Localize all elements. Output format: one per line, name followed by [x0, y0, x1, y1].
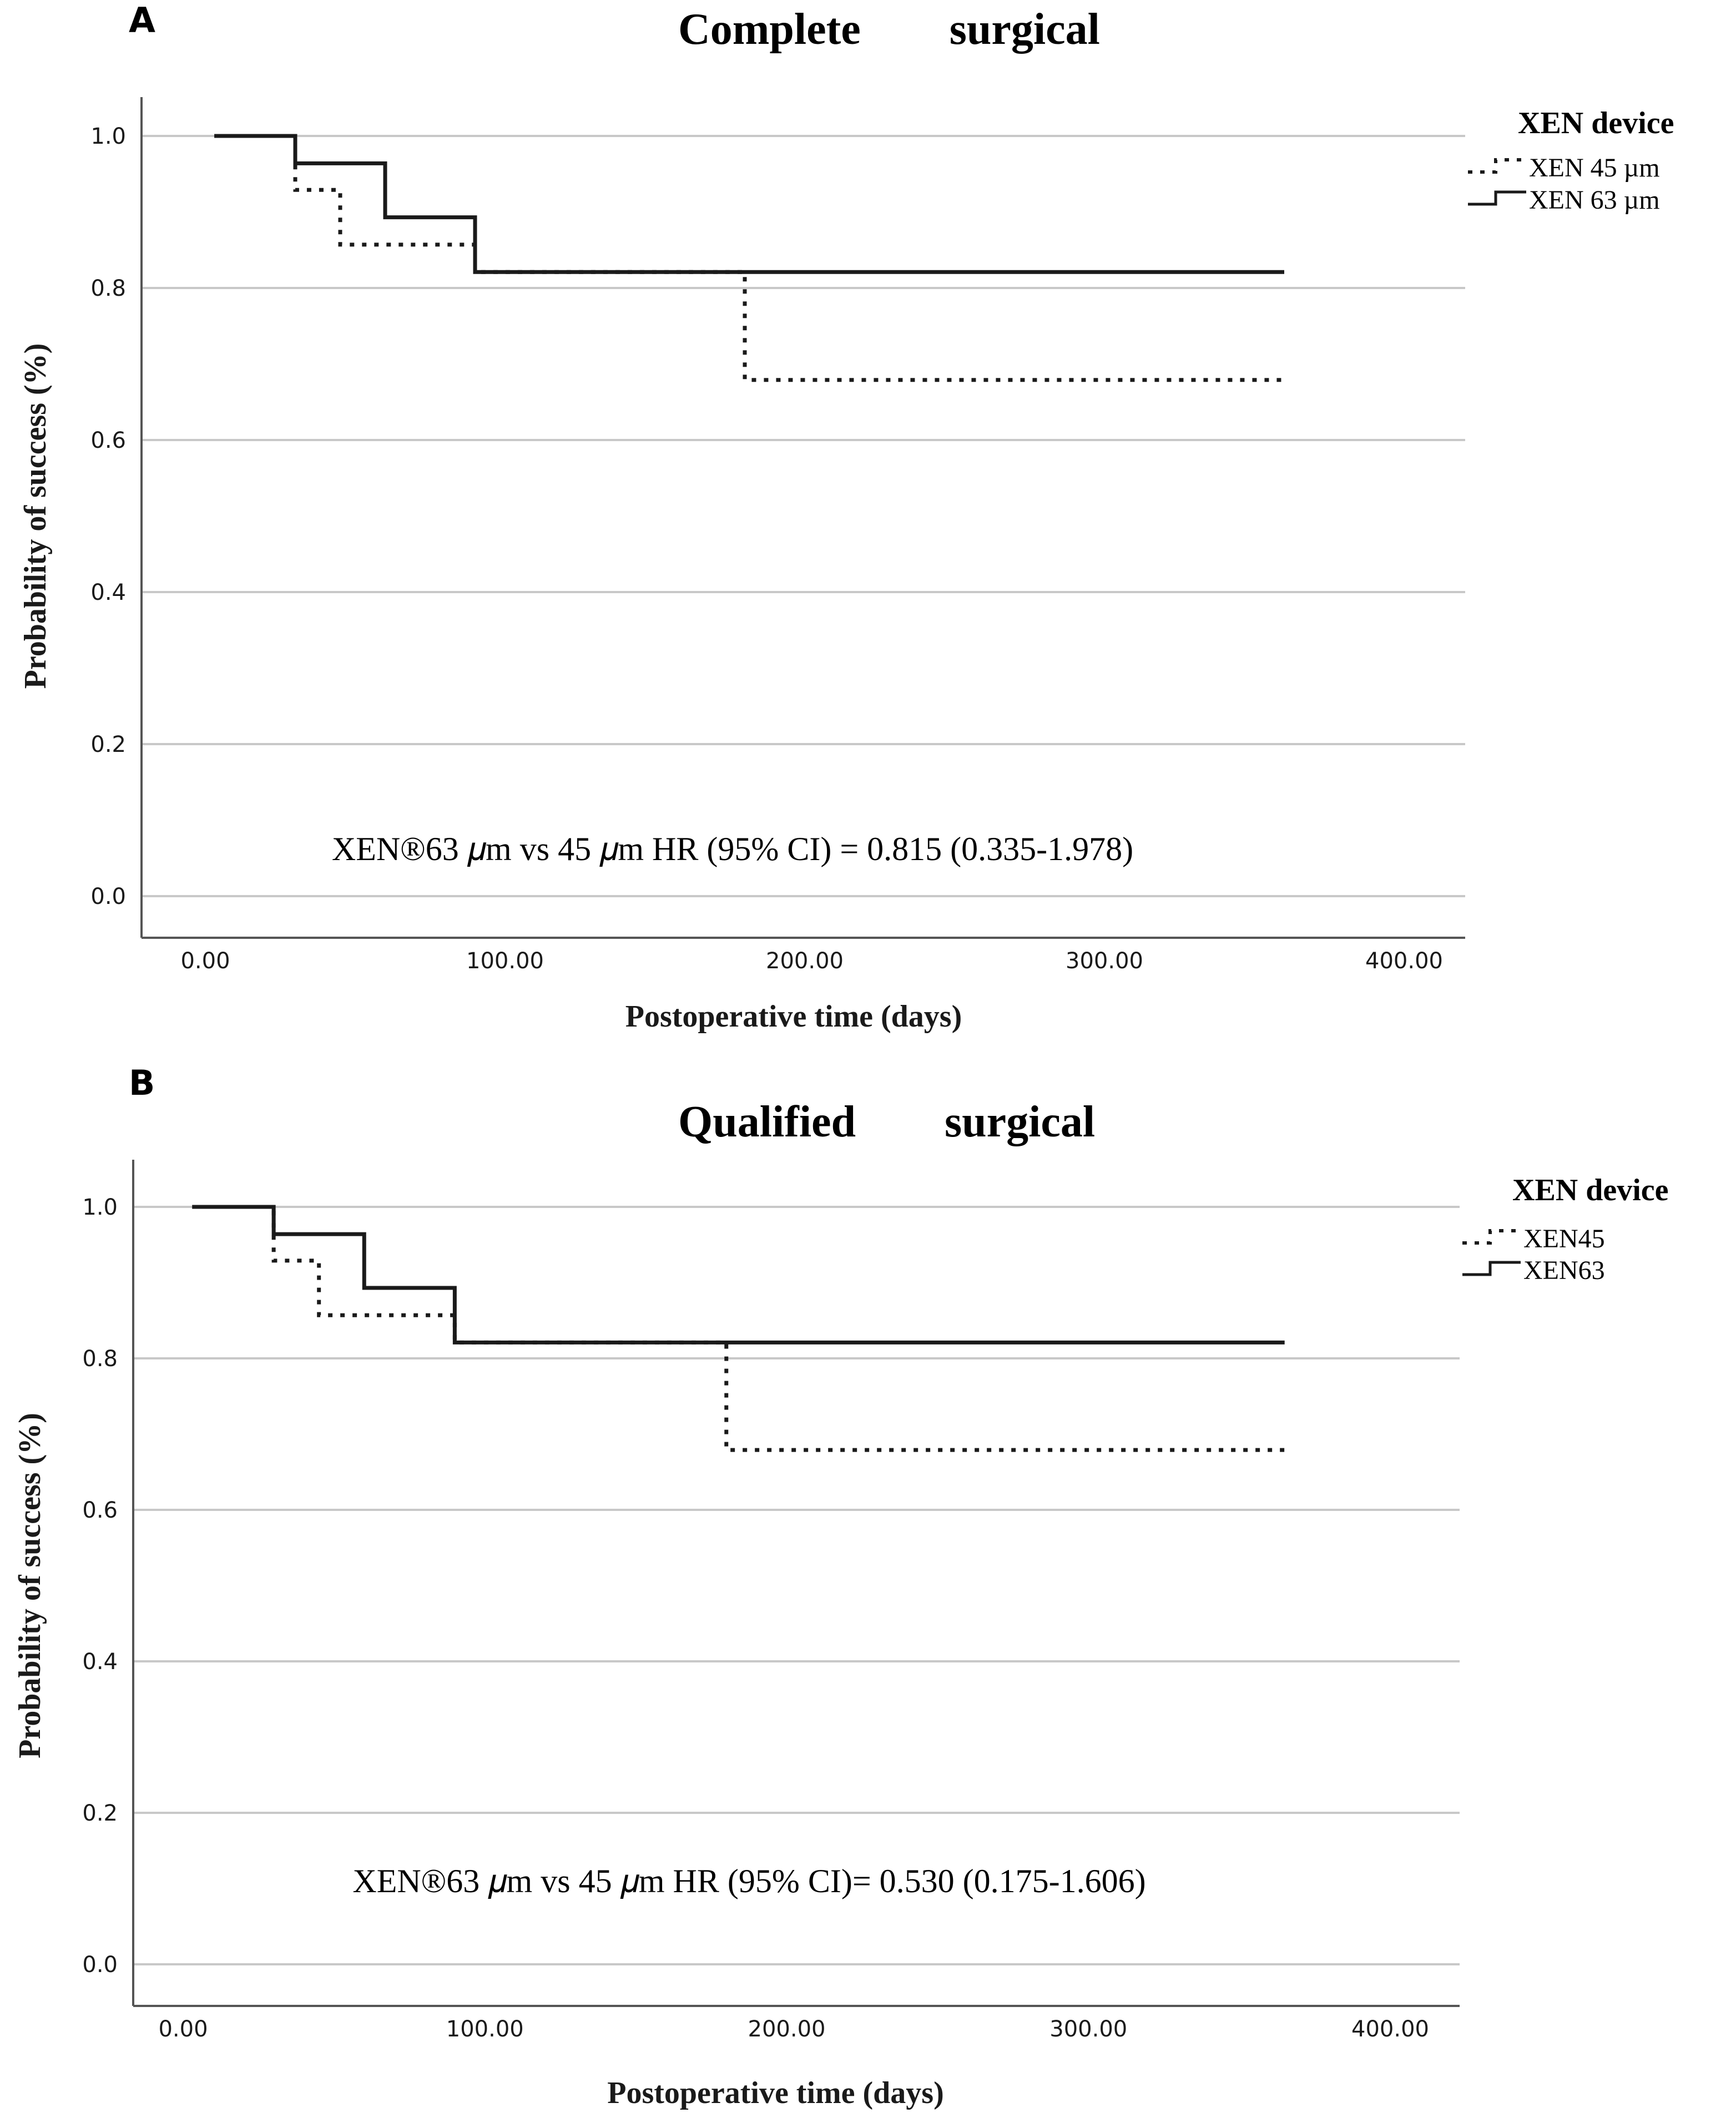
x-tick-label: 300.00	[1066, 948, 1143, 974]
legend-swatch	[1468, 190, 1526, 206]
legend-entry-label: XEN45	[1523, 1224, 1605, 1253]
chart-title-b: Qualified surgical	[678, 1098, 1096, 1146]
series-line-xen63	[192, 1205, 1285, 1344]
y-tick-label: 0.2	[82, 1801, 118, 1826]
y-tick-label: 0.2	[90, 732, 126, 757]
legend-swatch	[1462, 1261, 1521, 1276]
series-line-xen63	[214, 134, 1284, 274]
km-chart-b: 0.0 0.2 0.4 0.6 0.8 1.0 0.00 100.00 200.00 300.00…	[13, 1160, 1669, 2110]
legend-title: XEN device	[1518, 106, 1674, 140]
y-tick-label: 0.8	[90, 276, 126, 301]
x-tick-label: 200.00	[766, 948, 844, 974]
legend-swatch	[1468, 158, 1526, 174]
legend-entry-label: XEN63	[1523, 1256, 1605, 1285]
y-tick-label: 0.0	[90, 884, 126, 909]
chart-panel-a: A Complete surgical 0.0 0.2 0.4 0.6 0.8 1.0 0.…	[0, 0, 1736, 1054]
legend-entry-label: XEN 63 µm	[1529, 185, 1660, 215]
km-chart-a: 0.0 0.2 0.4 0.6 0.8 1.0 0.00 100.00 200.00 300.00…	[18, 97, 1674, 1034]
x-tick-label: 300.00	[1049, 2016, 1127, 2042]
y-axis-label: Probability of success (%)	[13, 1413, 47, 1758]
panel-label-b: B	[129, 1063, 155, 1103]
y-tick-label: 0.4	[90, 580, 126, 605]
chart-title-a: Complete surgical	[678, 5, 1100, 54]
x-tick-label: 100.00	[446, 2016, 524, 2042]
y-tick-label: 1.0	[82, 1195, 118, 1220]
y-tick-label: 0.6	[82, 1498, 118, 1523]
y-tick-label: 0.8	[82, 1346, 118, 1372]
x-tick-label: 400.00	[1351, 2016, 1429, 2042]
y-tick-label: 0.0	[82, 1952, 118, 1978]
y-tick-label: 1.0	[90, 124, 126, 149]
x-tick-label: 0.00	[180, 948, 230, 974]
hazard-ratio-annotation: XEN®63 𝜇m vs 45 𝜇m HR (95% CI)= 0.530 (0…	[352, 1863, 1145, 1899]
hazard-ratio-annotation: XEN®63 𝜇m vs 45 𝜇m HR (95% CI) = 0.815 (…	[332, 831, 1133, 867]
chart-panel-b: B Qualified surgical 0.0 0.2 0.4 0.6 0.8 1.0 0…	[0, 1063, 1736, 2123]
x-tick-label: 100.00	[466, 948, 544, 974]
y-axis-label: Probability of success (%)	[18, 343, 53, 689]
y-tick-label: 0.6	[90, 428, 126, 453]
series-line-xen45	[214, 134, 1284, 382]
legend-swatch	[1462, 1229, 1521, 1245]
series-line-xen45	[192, 1205, 1285, 1452]
legend-entry-label: XEN 45 µm	[1529, 153, 1660, 183]
x-tick-label: 200.00	[748, 2016, 826, 2042]
x-axis-label: Postoperative time (days)	[625, 999, 962, 1034]
x-axis-label: Postoperative time (days)	[607, 2076, 944, 2110]
x-tick-label: 400.00	[1365, 948, 1443, 974]
x-tick-label: 0.00	[158, 2016, 208, 2042]
y-tick-label: 0.4	[82, 1649, 118, 1675]
legend-title: XEN device	[1512, 1173, 1669, 1207]
panel-label-a: A	[129, 0, 155, 41]
